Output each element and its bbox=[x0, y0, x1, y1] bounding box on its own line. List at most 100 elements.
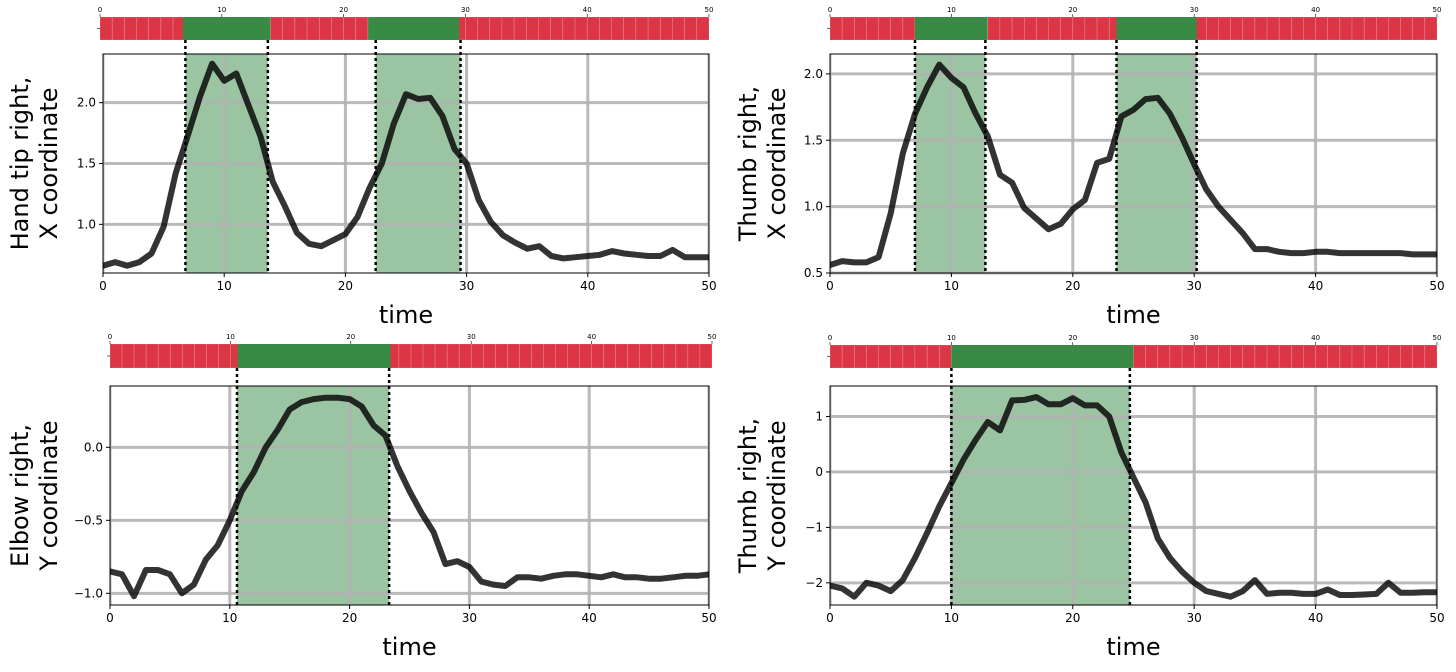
strip-cell bbox=[1230, 16, 1244, 41]
strip-cell bbox=[410, 343, 424, 369]
strip-cell bbox=[623, 16, 637, 41]
y-axis-label-line: X coordinate bbox=[35, 87, 63, 239]
strip-cell bbox=[562, 16, 576, 41]
strip-cell bbox=[1242, 16, 1256, 41]
y-tick-label: 0.0 bbox=[84, 440, 103, 454]
strip-cell bbox=[1266, 16, 1280, 41]
series-line bbox=[110, 394, 709, 600]
strip-cell bbox=[1145, 344, 1159, 369]
strip-cell bbox=[1339, 344, 1353, 369]
strip-cell bbox=[482, 343, 496, 369]
y-tick-label: 0.5 bbox=[804, 266, 823, 280]
y-tick-label: 1.5 bbox=[77, 157, 96, 171]
strip-cell bbox=[1291, 344, 1304, 369]
strip-cell bbox=[1424, 344, 1438, 369]
strip-cell bbox=[434, 343, 448, 369]
strip-tick-label: 20 bbox=[1068, 6, 1077, 14]
segment-strip: 0 10 20 30 40 50 bbox=[827, 334, 1442, 369]
strip-cell bbox=[538, 16, 551, 41]
y-axis-label: Thumb right,Y coordinate bbox=[734, 418, 791, 574]
strip-active-segment bbox=[1116, 17, 1197, 40]
x-tick-label: 50 bbox=[1429, 611, 1444, 625]
strip-cell bbox=[1218, 16, 1231, 41]
strip-tick-label: 10 bbox=[947, 6, 956, 14]
strip-tick-label: 40 bbox=[587, 333, 596, 341]
plot-frame bbox=[109, 385, 710, 606]
y-axis-label-line: Y coordinate bbox=[763, 420, 791, 571]
strip-cell bbox=[145, 343, 159, 369]
strip-cell bbox=[926, 344, 940, 369]
strip-cell bbox=[1242, 344, 1256, 369]
highlight-region bbox=[951, 386, 1130, 605]
strip-cell bbox=[853, 16, 867, 41]
strip-cell bbox=[1181, 344, 1195, 369]
strip-cell bbox=[121, 343, 135, 369]
y-tick-label: −1.0 bbox=[74, 586, 103, 600]
strip-cell bbox=[699, 343, 713, 369]
y-tick-label: 0 bbox=[815, 465, 823, 479]
y-axis-label-line: Elbow right, bbox=[6, 424, 34, 567]
strip-cell bbox=[193, 343, 207, 369]
x-tick-label: 50 bbox=[1429, 279, 1444, 293]
strip-cell bbox=[1303, 16, 1316, 41]
strip-cell bbox=[1291, 16, 1304, 41]
strip-cell bbox=[355, 16, 369, 41]
strip-cell bbox=[501, 16, 515, 41]
strip-tick-label: 10 bbox=[226, 333, 235, 341]
strip-cell bbox=[218, 343, 231, 369]
strip-cell bbox=[99, 16, 113, 41]
plot-frame bbox=[829, 53, 1438, 274]
strip-tick-label: 40 bbox=[1311, 6, 1320, 14]
chart-panel-4: 0 10 20 30 40 50 0 10 20 30 40 50 −2 −1 0 1 time Thumb ri… bbox=[734, 334, 1445, 661]
strip-cell bbox=[1315, 344, 1329, 369]
strip-tick-label: 50 bbox=[708, 333, 717, 341]
strip-active-segment bbox=[374, 17, 460, 40]
strip-tick-label: 0 bbox=[98, 6, 102, 14]
strip-cell bbox=[902, 344, 916, 369]
strip-active-segment bbox=[237, 344, 391, 368]
strip-tick-label: 40 bbox=[1311, 334, 1320, 342]
strip-cell bbox=[446, 343, 460, 369]
strip-cell bbox=[398, 343, 412, 369]
strip-cell bbox=[1351, 16, 1365, 41]
x-tick-label: 0 bbox=[826, 279, 834, 293]
strip-cell bbox=[494, 343, 508, 369]
strip-cell bbox=[672, 16, 685, 41]
strip-cell bbox=[477, 16, 491, 41]
strip-cell bbox=[318, 16, 332, 41]
highlight-region bbox=[1116, 54, 1197, 273]
strip-cell bbox=[647, 16, 661, 41]
strip-cell bbox=[1169, 344, 1183, 369]
strip-cell bbox=[675, 343, 689, 369]
strip-cell bbox=[470, 343, 484, 369]
strip-cell bbox=[294, 16, 308, 41]
strip-tick-label: 30 bbox=[1190, 6, 1199, 14]
strip-cell bbox=[635, 16, 649, 41]
strip-cell bbox=[531, 343, 544, 369]
y-tick-label: 1.0 bbox=[77, 217, 96, 231]
strip-cell bbox=[878, 344, 891, 369]
strip-tick-label: 50 bbox=[705, 6, 714, 14]
strip-cell bbox=[615, 343, 629, 369]
strip-cell bbox=[586, 16, 600, 41]
strip-cell bbox=[651, 343, 665, 369]
strip-cell bbox=[1084, 16, 1098, 41]
strip-cell bbox=[1133, 344, 1146, 369]
strip-cell bbox=[1096, 16, 1110, 41]
strip-cell bbox=[1278, 344, 1292, 369]
chart-panel-2: 0 10 20 30 40 50 0 10 20 30 40 50 0.5 1.0 1.5 2.0 time Th… bbox=[734, 6, 1445, 329]
x-tick-label: 20 bbox=[1065, 279, 1080, 293]
series-line bbox=[830, 394, 1437, 600]
strip-cell bbox=[853, 344, 867, 369]
strip-cell bbox=[591, 343, 604, 369]
y-axis-label-line: Hand tip right, bbox=[6, 77, 34, 251]
strip-cell bbox=[343, 16, 357, 41]
x-tick-label: 50 bbox=[701, 279, 716, 293]
strip-cell bbox=[133, 343, 147, 369]
strip-cell bbox=[181, 343, 195, 369]
strip-tick-label: 0 bbox=[108, 333, 112, 341]
strip-cell bbox=[270, 16, 283, 41]
strip-tick-label: 50 bbox=[1433, 334, 1442, 342]
strip-tick-label: 30 bbox=[467, 333, 476, 341]
strip-cell bbox=[1388, 16, 1401, 41]
